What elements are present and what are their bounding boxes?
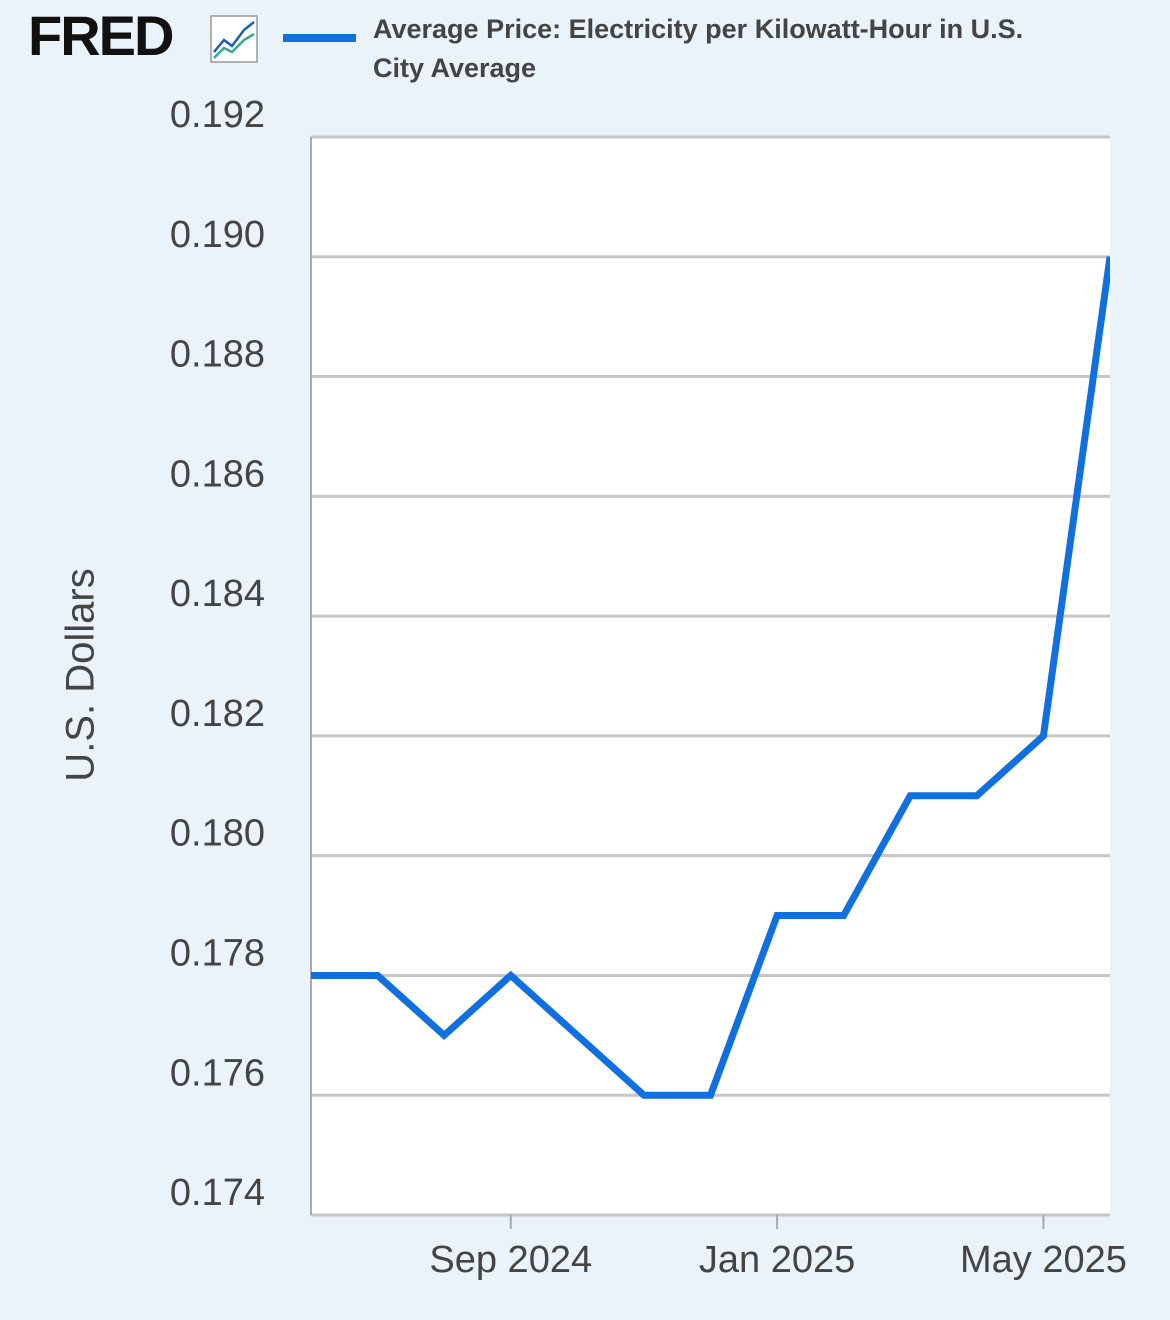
x-tick-label: May 2025 xyxy=(960,1239,1127,1281)
plot-area xyxy=(311,137,1110,1215)
x-tick-label: Jan 2025 xyxy=(699,1239,855,1281)
y-tick-label: 0.190 xyxy=(170,214,265,256)
logo: FRED xyxy=(28,4,173,67)
y-tick-label: 0.184 xyxy=(170,573,265,615)
y-tick-label: 0.192 xyxy=(170,94,265,136)
y-axis-label: U.S. Dollars xyxy=(59,568,103,781)
y-tick-label: 0.174 xyxy=(170,1172,265,1214)
y-tick-label: 0.178 xyxy=(170,932,265,974)
y-tick-label: 0.186 xyxy=(170,453,265,495)
data-line xyxy=(311,256,1110,1099)
y-tick-label: 0.180 xyxy=(170,813,265,855)
logo-icon xyxy=(210,15,258,63)
x-tick-label: Sep 2024 xyxy=(429,1239,592,1281)
y-tick-label: 0.182 xyxy=(170,693,265,735)
legend-label: Average Price: Electricity per Kilowatt-… xyxy=(373,14,1024,83)
y-tick-label: 0.176 xyxy=(170,1052,265,1094)
y-tick-label: 0.188 xyxy=(170,334,265,376)
